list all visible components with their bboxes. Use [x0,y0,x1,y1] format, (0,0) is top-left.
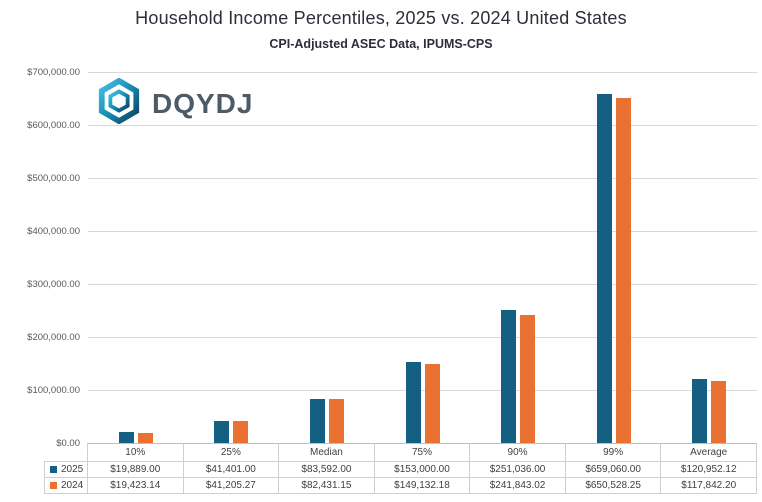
table-value-2024-99pct: $650,528.25 [565,478,662,494]
bar-group-average [661,72,757,443]
table-value-2025-average: $120,952.12 [661,462,757,478]
dqydj-hexagon-icon [96,77,142,129]
table-header-average: Average [661,443,757,462]
table-value-2024-10pct: $19,423.14 [88,478,184,494]
bar-group-10pct [88,72,184,443]
bar-2025-75pct [405,361,421,443]
bar-2024-90pct [520,314,536,443]
chart-subtitle: CPI-Adjusted ASEC Data, IPUMS-CPS [269,37,493,51]
bar-2024-average [711,380,727,443]
y-axis-tick-label: $200,000.00 [27,332,80,343]
table-value-2025-25pct: $41,401.00 [183,462,280,478]
y-axis-tick-label: $100,000.00 [27,385,80,396]
table-value-2024-average: $117,842.20 [661,478,757,494]
gridline [88,284,757,285]
bar-group-99pct [566,72,662,443]
legend-swatch-2025 [50,466,57,473]
bar-2024-10pct [137,432,153,443]
table-value-2025-99pct: $659,060.00 [565,462,662,478]
table-header-25pct: 25% [183,443,280,462]
table-header-99pct: 99% [565,443,662,462]
gridline [88,178,757,179]
bar-2024-median [328,399,344,443]
bar-group-25pct [184,72,280,443]
bar-group-median [279,72,375,443]
y-axis-tick-label: $500,000.00 [27,172,80,184]
table-corner-cell [44,443,88,462]
table-value-2024-median: $82,431.15 [279,478,375,494]
bars-layer [88,72,757,443]
gridline [88,125,757,126]
table-value-2024-25pct: $41,205.27 [183,478,280,494]
table-header-median: Median [279,443,375,462]
dqydj-logo-text: DQYDJ [152,87,254,119]
y-axis-tick-label: $0.00 [56,438,80,449]
legend-key-2024: 2024 [44,478,88,494]
gridline [88,337,757,338]
y-axis-tick-label: $300,000.00 [27,278,80,290]
chart-title: Household Income Percentiles, 2025 vs. 2… [135,8,627,28]
bar-2025-median [309,398,325,443]
table-value-2025-median: $83,592.00 [279,462,375,478]
table-value-2024-90pct: $241,843.02 [470,478,566,494]
gridline [88,390,757,391]
bar-2024-75pct [424,363,440,443]
table-header-90pct: 90% [470,443,566,462]
y-axis-tick-label: $600,000.00 [27,119,80,131]
legend-label-2024: 2024 [61,480,84,491]
y-axis-tick-label: $400,000.00 [27,226,80,237]
legend-swatch-2024 [50,482,57,489]
table-value-2024-75pct: $149,132.18 [374,478,471,494]
bar-2024-99pct [615,98,631,443]
plot-area: DQYDJ [88,72,757,444]
dqydj-logo: DQYDJ [96,77,254,129]
table-value-2025-90pct: $251,036.00 [470,462,566,478]
legend-label-2025: 2025 [61,464,84,475]
table-header-75pct: 75% [374,443,471,462]
legend-key-2025: 2025 [44,462,88,478]
bar-group-90pct [470,72,566,443]
bar-group-75pct [375,72,471,443]
bar-2025-90pct [501,309,517,443]
bar-2025-99pct [596,93,612,443]
bar-2024-25pct [233,421,249,443]
gridline [88,231,757,232]
y-axis-tick-label: $700,000.00 [27,67,80,78]
table-header-10pct: 10% [88,443,184,462]
bar-2025-25pct [214,421,230,443]
bar-2025-10pct [118,432,134,443]
table-value-2025-10pct: $19,889.00 [88,462,184,478]
y-axis: $700,000.00 $600,000.00 $500,000.00 $400,00… [0,67,84,449]
table-value-2025-75pct: $153,000.00 [374,462,471,478]
data-table: 10% 25% Median 75% 90% 99% Average 2025 $19,889.… [44,443,757,494]
gridline [88,72,757,73]
bar-2025-average [692,378,708,443]
